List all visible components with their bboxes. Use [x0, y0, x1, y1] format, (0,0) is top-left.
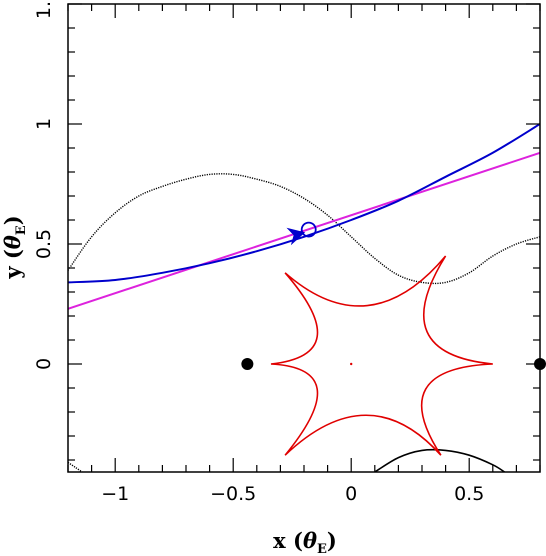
source-marker: [300, 221, 317, 238]
caustic-curve: [270, 255, 493, 456]
data-curves: [68, 123, 540, 472]
y-tick-label: 0.5: [33, 229, 55, 259]
x-tick-label: −1: [101, 483, 129, 505]
plot-area: [68, 123, 546, 472]
axis-ticks: −1 −0.5 0 0.5 0 0.5 1 1.5: [33, 0, 541, 505]
source-trajectory-line: [68, 123, 540, 284]
lens-mass-1: [241, 358, 254, 370]
y-axis-label: y (θE): [0, 215, 29, 279]
straight-trajectory-line: [68, 151, 540, 310]
x-axis-label: x (θE): [273, 528, 337, 556]
critical-curve-lower: [374, 448, 506, 472]
x-tick-label: 0: [345, 483, 357, 505]
plot-frame: [67, 3, 541, 473]
y-tick-label: 1.5: [33, 0, 55, 19]
x-tick-label: −0.5: [210, 483, 256, 505]
x-tick-label: 0.5: [454, 483, 484, 505]
central-caustic: [350, 362, 353, 366]
critical-curve-corner: [68, 461, 83, 472]
y-tick-label: 0: [33, 358, 55, 370]
direction-arrow: [286, 227, 306, 246]
y-tick-label: 1: [33, 118, 55, 130]
critical-curve-upper: [68, 173, 540, 285]
